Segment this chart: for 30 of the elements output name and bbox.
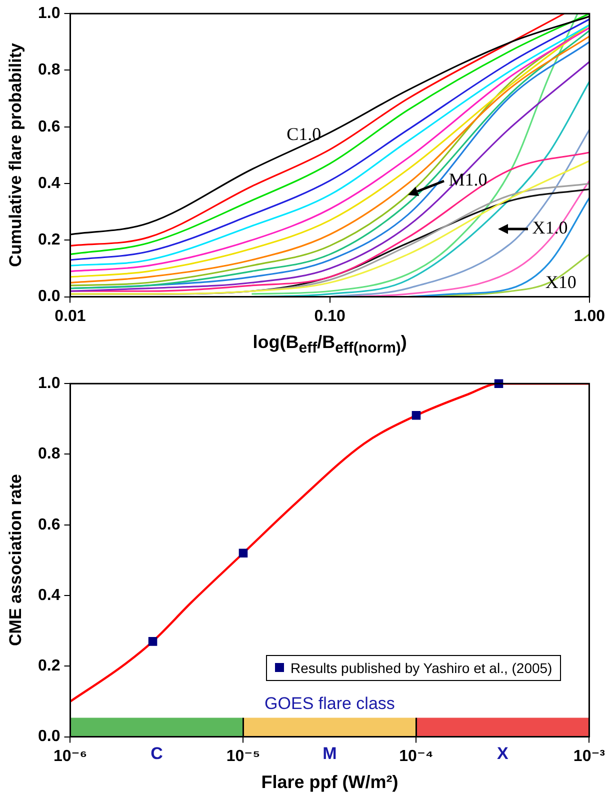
y-tick-label: 0.8	[38, 62, 60, 79]
y-axis-title: CME association rate	[6, 474, 26, 646]
x-tick-label: 10⁻⁶	[53, 748, 88, 765]
x-tick-label: 10⁻³	[573, 748, 606, 765]
band-label: C	[150, 744, 163, 763]
annotation: C1.0	[286, 124, 322, 144]
y-axis-title: Cumulative flare probability	[6, 43, 26, 268]
band-label: X	[497, 744, 510, 763]
y-tick-label: 0.6	[38, 516, 60, 534]
x-tick-label: 10⁻⁴	[399, 748, 434, 765]
y-tick-label: 0.0	[38, 728, 60, 746]
legend-label: Results published by Yashiro et al., (2005)	[290, 660, 552, 676]
y-tick-label: 0.2	[38, 658, 60, 675]
y-tick-label: 0.2	[38, 232, 60, 249]
y-tick-label: 0.4	[38, 174, 60, 192]
annotation: GOES flare class	[264, 694, 395, 713]
y-tick-label: 0.0	[38, 288, 60, 306]
annotation: X10	[545, 272, 576, 292]
text: 0.01	[54, 308, 86, 325]
x-axis-title: log(B$_{eff}$/B$_{eff(norm)}$)	[252, 332, 407, 357]
y-tick-label: 1.0	[38, 375, 60, 392]
y-tick-label: 0.4	[38, 586, 60, 604]
y-tick-label: 1.0	[38, 5, 60, 22]
x-axis-title: Flare ppf (W/m²)	[261, 772, 398, 793]
x-tick-label: 0.10	[314, 308, 346, 325]
y-tick-label: 0.6	[38, 118, 60, 136]
x-tick-label: 10⁻⁵	[226, 748, 260, 765]
x-tick-label: 1.00	[574, 308, 606, 325]
y-tick-label: 0.8	[38, 446, 60, 463]
band-label: M	[322, 744, 337, 763]
